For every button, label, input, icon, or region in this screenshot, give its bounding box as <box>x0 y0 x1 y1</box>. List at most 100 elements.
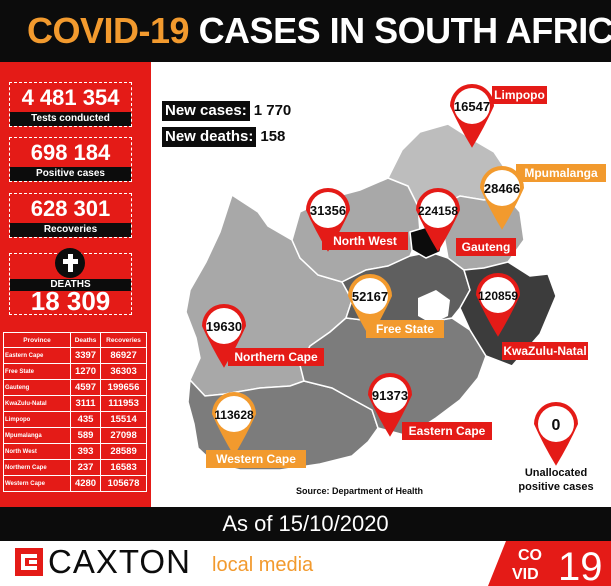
map-marker: 52167 Free State <box>348 274 444 338</box>
pin-center <box>372 377 408 413</box>
map-marker: 113628 Western Cape <box>206 392 306 468</box>
caxton-logo-icon <box>15 548 43 576</box>
positive-value: 698 184 <box>30 140 111 165</box>
unallocated-label: Unallocated <box>525 467 587 479</box>
table-row: KwaZulu-Natal 3111 111953 <box>3 395 147 412</box>
table-header-row: Province Deaths Recoveries <box>3 332 147 348</box>
new-deaths: New deaths: 158 <box>162 127 285 147</box>
marker-cases: 31356 <box>310 203 346 218</box>
marker-province: North West <box>333 234 397 248</box>
logo-19: 19 <box>558 545 603 586</box>
brand-sub: local media <box>212 554 314 576</box>
date-bar: As of 15/10/2020 <box>0 507 611 541</box>
tests-box: 4 481 354 Tests conducted <box>9 82 132 127</box>
map-marker: 120859 KwaZulu-Natal <box>476 273 588 360</box>
footer: CAXTON local media CO VID 19 <box>0 541 611 586</box>
deaths-cell: 1270 <box>69 363 102 380</box>
marker-layer: 16547 Limpopo 28466 Mpumalanga 31356 North We… <box>202 84 606 493</box>
new-cases-label: New cases: <box>162 101 250 121</box>
date-text: As of 15/10/2020 <box>222 511 389 536</box>
positive-box: 698 184 Positive cases <box>9 137 132 182</box>
marker-label-box <box>502 342 588 360</box>
lesotho <box>418 290 450 324</box>
table-row: Eastern Cape 3397 86927 <box>3 347 147 364</box>
marker-label-box <box>206 450 306 468</box>
marker-cases: 52167 <box>352 289 388 304</box>
marker-cases: 28466 <box>484 181 520 196</box>
pin-center <box>484 170 520 206</box>
marker-cases: 91373 <box>372 388 408 403</box>
deaths-cell: 237 <box>69 459 102 476</box>
table-row: Gauteng 4597 199656 <box>3 379 147 396</box>
deaths-box: DEATHS 18 309 <box>9 248 132 316</box>
pin-center <box>352 278 388 314</box>
pin-center <box>480 277 516 313</box>
marker-label-box <box>366 320 444 338</box>
cross-icon <box>55 248 85 278</box>
new-deaths-value: 158 <box>260 128 286 145</box>
unallocated-value: 0 <box>552 417 561 434</box>
deaths-value: 18 309 <box>30 286 111 316</box>
marker-cases: 224158 <box>418 204 458 218</box>
brand-name: CAXTON <box>48 543 191 580</box>
marker-label-box <box>402 422 492 440</box>
table-row: Northern Cape 237 16583 <box>3 459 147 476</box>
tests-label: Tests conducted <box>10 112 131 126</box>
map-marker: 19630 Northern Cape <box>202 304 324 368</box>
pin-center <box>206 308 242 344</box>
map-marker: 16547 Limpopo <box>450 84 547 148</box>
marker-label-box <box>516 164 606 182</box>
map-marker: 224158 Gauteng <box>416 188 516 256</box>
recoveries-box: 628 301 Recoveries <box>9 193 132 238</box>
marker-province: Western Cape <box>216 452 296 466</box>
marker-province: Mpumalanga <box>524 166 598 180</box>
marker-label-box <box>492 86 547 104</box>
recoveries-cell: 111953 <box>100 395 147 412</box>
title-rest: CASES IN SOUTH AFRICA <box>198 10 611 51</box>
deaths-cell: 3397 <box>69 347 102 364</box>
stats-panel: 4 481 354 Tests conducted 698 184 Positi… <box>0 62 151 507</box>
marker-province: Northern Cape <box>234 350 318 364</box>
marker-province: Eastern Cape <box>409 424 486 438</box>
south-africa-map: 16547 Limpopo 28466 Mpumalanga 31356 North We… <box>185 84 606 493</box>
table-row: Mpumalanga 589 27098 <box>3 427 147 444</box>
marker-cases: 120859 <box>478 289 518 303</box>
table-row: Free State 1270 36303 <box>3 363 147 380</box>
pin-center <box>216 396 252 432</box>
marker-label-box <box>322 232 408 250</box>
deaths-label: DEATHS <box>10 279 131 291</box>
positive-label: Positive cases <box>10 167 131 181</box>
unallocated-marker: 0 Unallocated positive cases <box>518 402 594 493</box>
logo-vid: VID <box>512 566 539 583</box>
covid19-logo: CO VID 19 <box>488 541 611 586</box>
table-row: Western Cape 4280 105678 <box>3 475 147 492</box>
pin-center <box>310 192 346 228</box>
marker-label-box <box>456 238 516 256</box>
source-note: Source: Department of Health <box>296 486 424 496</box>
marker-label-box <box>228 348 324 366</box>
tests-value: 4 481 354 <box>21 85 120 110</box>
province-table: Province Deaths Recoveries Eastern Cape 3… <box>3 332 147 492</box>
page-title: COVID-19 CASES IN SOUTH AFRICA <box>27 9 611 53</box>
new-deaths-label: New deaths: <box>162 127 257 147</box>
marker-province: KwaZulu-Natal <box>503 344 586 358</box>
pin-center <box>454 88 490 124</box>
marker-province: Free State <box>376 322 434 336</box>
map-marker: 91373 Eastern Cape <box>368 373 492 440</box>
deaths-cell: 4280 <box>69 475 102 492</box>
marker-province: Gauteng <box>462 240 511 254</box>
recoveries-label: Recoveries <box>10 223 131 237</box>
marker-cases: 16547 <box>454 99 490 114</box>
recoveries-value: 628 301 <box>30 196 111 221</box>
logo-co: CO <box>518 547 542 564</box>
map-marker: 28466 Mpumalanga <box>480 164 606 230</box>
unallocated-label: positive cases <box>518 481 593 493</box>
map-marker: 31356 North West <box>306 188 408 252</box>
new-cases: New cases: 1 770 <box>162 101 291 121</box>
header-bar: COVID-19 CASES IN SOUTH AFRICA <box>0 0 611 62</box>
pin-center <box>420 192 456 228</box>
new-cases-value: 1 770 <box>253 102 292 119</box>
marker-cases: 19630 <box>206 319 242 334</box>
recoveries-cell: 105678 <box>100 475 147 492</box>
